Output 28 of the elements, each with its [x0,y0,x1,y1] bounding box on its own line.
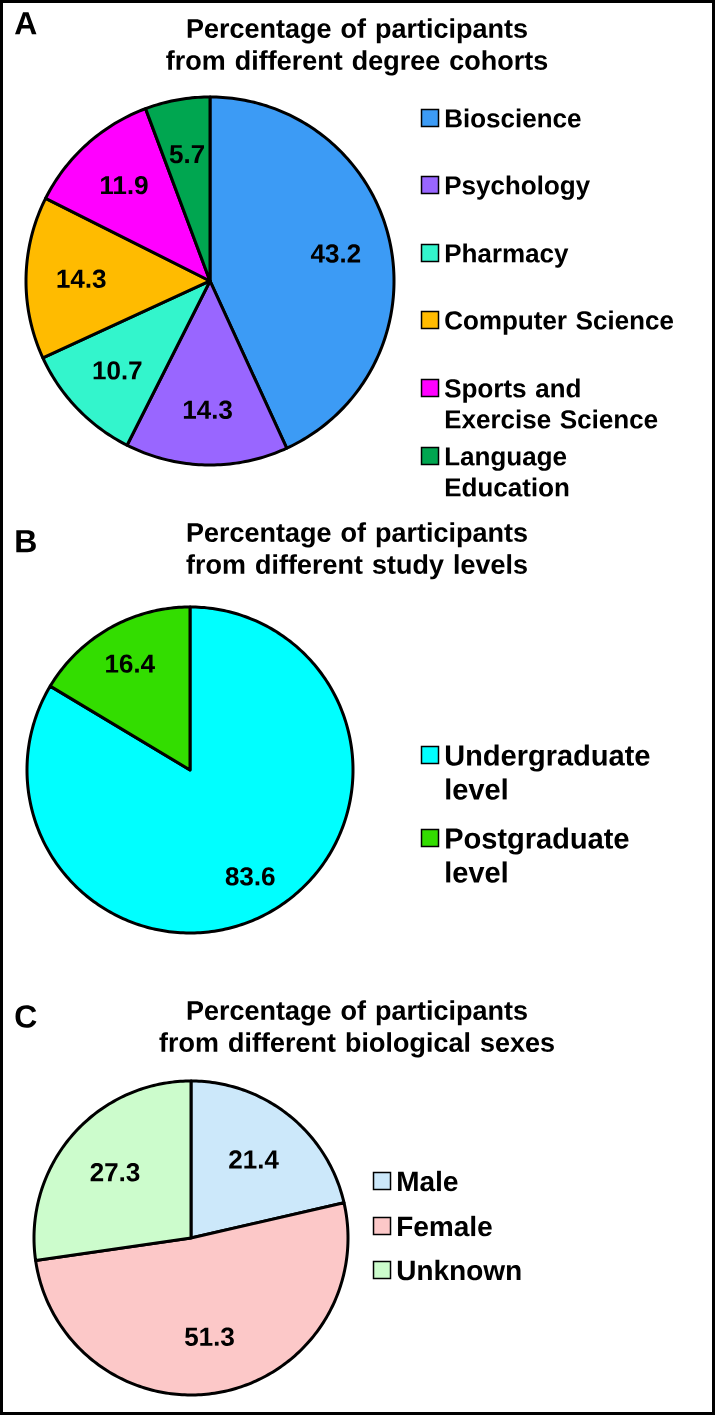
chart-title: Percentage of participants from different degree cohorts [166,18,548,76]
data-label: 11.9 [101,175,148,195]
legend-label: Undergraduate level [445,744,650,800]
data-label: 21.4 [229,1150,279,1169]
legend-label: Female [398,1215,492,1237]
legend-label: Postgraduate level [446,827,629,883]
text: A [15,12,37,35]
data-label: 14.3 [57,269,106,288]
legend-label: Unknown [397,1259,521,1281]
data-label: 16.4 [106,654,155,673]
data-label: 43.2 [310,244,361,263]
legend-label: Psychology [445,175,590,200]
data-label: 10.7 [93,361,142,380]
legend-label: Language Education [445,447,569,497]
chart-title: Percentage of participants from different biological sexes [159,1000,554,1058]
legend-label: Sports and Exercise Science [444,378,658,429]
text: B [16,530,36,553]
data-label: 51.3 [185,1327,234,1346]
chart-title: Percentage of participants from different study levels [186,522,527,580]
data-label: 5.7 [169,145,204,164]
text: C [15,1005,37,1028]
legend-label: Pharmacy [445,243,569,268]
legend-label: Male [398,1170,458,1192]
data-label: 27.3 [90,1163,140,1182]
data-label: 14.3 [183,400,232,419]
legend-label: Computer Science [445,310,674,335]
data-label: 83.6 [225,867,275,886]
legend-label: Bioscience [445,108,581,128]
